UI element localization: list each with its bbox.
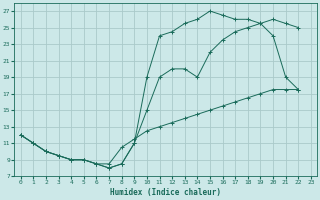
X-axis label: Humidex (Indice chaleur): Humidex (Indice chaleur)	[110, 188, 221, 197]
